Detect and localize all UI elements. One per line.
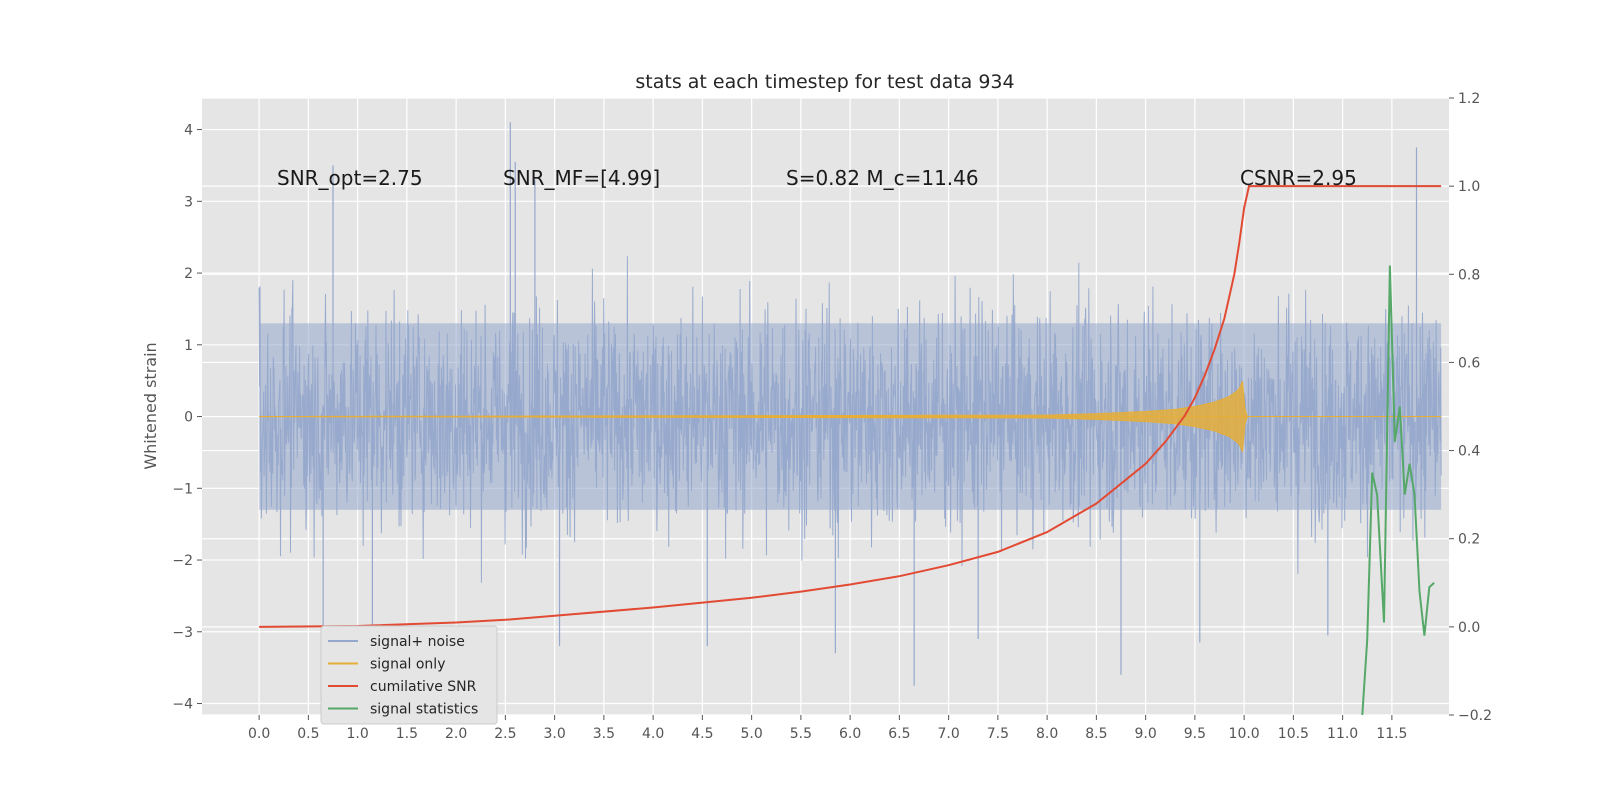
x-tick-label-12: 6.0: [839, 726, 861, 742]
x-tick-label-11: 5.5: [790, 726, 812, 742]
y2-tick-label-7: 1.2: [1458, 91, 1480, 107]
x-tick-label-4: 2.0: [445, 726, 467, 742]
series-signal-statistics: [1361, 265, 1435, 715]
series-cumilative-snr: [259, 185, 1442, 628]
y-tick-label-6: 2: [184, 266, 193, 282]
x-tick-label-7: 3.5: [593, 726, 615, 742]
x-tick-label-6: 3.0: [543, 726, 565, 742]
annotations: SNR_opt=2.75 SNR_MF=[4.99] S=0.82 M_c=11…: [277, 166, 1357, 190]
y-tick-label-2: −2: [172, 553, 193, 569]
annotation-snr-opt: SNR_opt=2.75: [277, 166, 423, 190]
x-axis-ticks: 0.0 0.5 1.0 1.5 2.0 2.5 3.0 3.5 4.0 4.5 5.0 5.5 6.0 6…: [248, 715, 1407, 742]
y-axis-label: Whitened strain: [141, 342, 160, 469]
y-tick-label-8: 4: [184, 123, 193, 139]
x-tick-label-8: 4.0: [642, 726, 664, 742]
y2-axis-ticks: −0.2 0.0 0.2 0.4 0.6 0.8 1.0 1.2: [1449, 91, 1492, 724]
x-tick-label-19: 9.5: [1184, 726, 1206, 742]
x-tick-label-5: 2.5: [494, 726, 516, 742]
x-tick-label-0: 0.0: [248, 726, 270, 742]
x-tick-label-9: 4.5: [691, 726, 713, 742]
y2-tick-label-5: 0.8: [1458, 267, 1480, 283]
legend-box: [320, 625, 498, 725]
y-axis-ticks: −4 −3 −2 −1 0 1 2 3 4: [172, 123, 202, 713]
legend-label-2: cumilative SNR: [370, 679, 477, 695]
legend-label-0: signal+ noise: [370, 634, 465, 650]
x-tick-label-21: 10.5: [1278, 726, 1309, 742]
y2-tick-label-4: 0.6: [1458, 355, 1480, 371]
x-tick-label-15: 7.5: [987, 726, 1009, 742]
legend-label-1: signal only: [370, 657, 445, 673]
x-tick-label-23: 11.5: [1376, 726, 1407, 742]
y-tick-label-5: 1: [184, 338, 193, 354]
x-tick-label-17: 8.5: [1085, 726, 1107, 742]
x-tick-label-14: 7.0: [937, 726, 959, 742]
y2-tick-label-2: 0.2: [1458, 532, 1480, 548]
chart-title: stats at each timestep for test data 934: [635, 71, 1014, 93]
y-tick-label-7: 3: [184, 194, 193, 210]
y2-tick-label-6: 1.0: [1458, 179, 1480, 195]
x-tick-label-20: 10.0: [1229, 726, 1260, 742]
x-tick-label-22: 11.0: [1327, 726, 1358, 742]
legend: signal+ noise signal only cumilative SNR si…: [320, 625, 498, 725]
y-tick-label-1: −3: [172, 625, 193, 641]
x-tick-label-18: 9.0: [1134, 726, 1156, 742]
y2-tick-label-3: 0.4: [1458, 444, 1480, 460]
signal-statistics-line: [1361, 265, 1435, 715]
x-tick-label-10: 5.0: [740, 726, 762, 742]
series-signal-only: [259, 380, 1442, 453]
y-tick-label-3: −1: [172, 481, 193, 497]
series-layer: [258, 122, 1442, 715]
annotation-csnr: CSNR=2.95: [1240, 166, 1357, 190]
x-tick-label-2: 1.0: [346, 726, 368, 742]
cumilative-snr-line: [259, 185, 1442, 628]
annotation-s-mc: S=0.82 M_c=11.46: [786, 166, 979, 190]
x-tick-label-16: 8.0: [1036, 726, 1058, 742]
y2-tick-label-1: 0.0: [1458, 620, 1480, 636]
x-tick-label-1: 0.5: [297, 726, 319, 742]
x-tick-label-13: 6.5: [888, 726, 910, 742]
legend-label-3: signal statistics: [370, 702, 478, 718]
y2-tick-label-0: −0.2: [1458, 708, 1492, 724]
annotation-snr-mf: SNR_MF=[4.99]: [503, 166, 660, 190]
y-tick-label-4: 0: [184, 410, 193, 426]
x-tick-label-3: 1.5: [396, 726, 418, 742]
y-tick-label-0: −4: [172, 697, 193, 713]
